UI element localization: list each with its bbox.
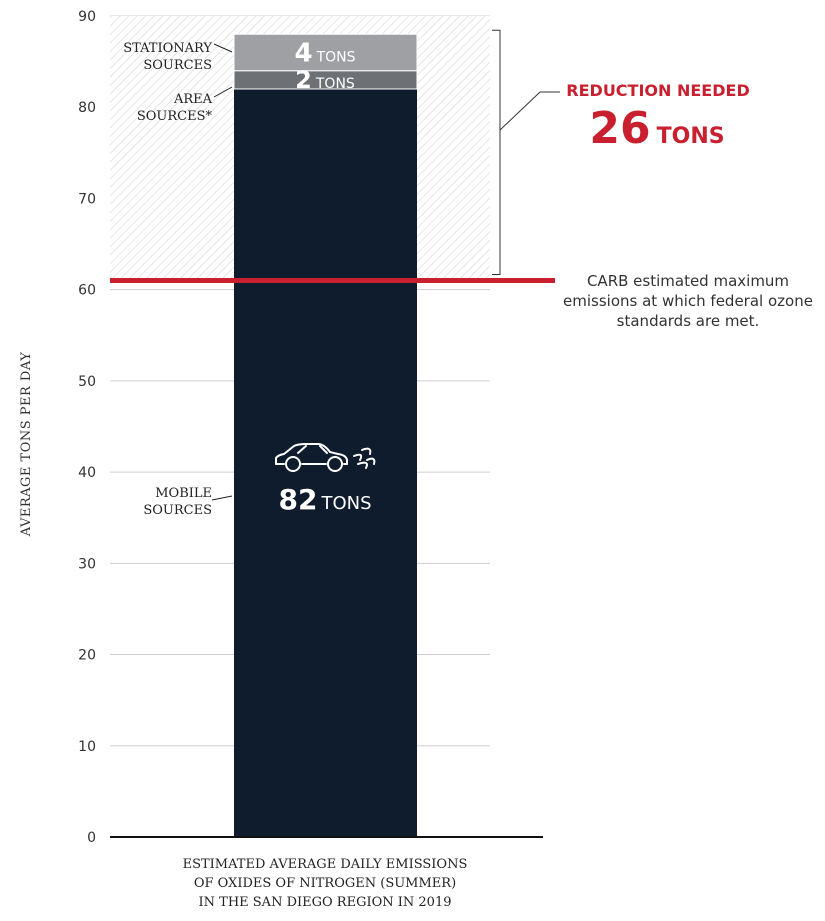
- y-axis-label: AVERAGE TONS PER DAY: [19, 352, 34, 538]
- source-label: STATIONARY: [123, 41, 212, 56]
- reduction-title: REDUCTION NEEDED: [566, 81, 749, 100]
- value-unit: TONS: [315, 76, 355, 92]
- x-axis-label: ESTIMATED AVERAGE DAILY EMISSIONS OF OXID…: [183, 857, 468, 910]
- y-tick-label: 10: [78, 739, 96, 755]
- y-tick-label: 70: [78, 191, 96, 207]
- y-tick-label: 40: [78, 465, 96, 481]
- car-window: [297, 445, 328, 454]
- y-tick-label: 60: [78, 283, 96, 299]
- value-unit: TONS: [320, 493, 371, 514]
- y-tick-label: 80: [78, 100, 96, 116]
- reduction-bracket: [492, 29, 501, 276]
- category-label-line: ESTIMATED AVERAGE DAILY EMISSIONS: [183, 857, 468, 872]
- leader-line: [211, 495, 233, 501]
- bar-segment: [233, 33, 418, 72]
- reduction-number: 26: [589, 103, 650, 154]
- source-label: AREA: [173, 92, 213, 107]
- category-label-line: OF OXIDES OF NITROGEN (SUMMER): [194, 876, 456, 891]
- source-label: SOURCES*: [137, 109, 213, 124]
- leader-line: [213, 86, 233, 98]
- stacked-bar: [233, 33, 418, 837]
- leader-line: [213, 43, 233, 53]
- source-labels: MOBILE SOURCES AREA SOURCES* STATIONARY SOURC…: [123, 41, 233, 518]
- category-label-line: IN THE SAN DIEGO REGION IN 2019: [199, 895, 452, 910]
- threshold-note: emissions at which federal ozone: [563, 292, 813, 310]
- value-number: 2: [295, 66, 312, 94]
- threshold-note: CARB estimated maximum: [587, 272, 789, 290]
- threshold-note: standards are met.: [617, 312, 760, 330]
- y-tick-label: 30: [78, 556, 96, 572]
- car-body: [275, 443, 348, 465]
- source-label: SOURCES: [143, 58, 212, 73]
- source-label: SOURCES: [143, 503, 212, 518]
- value-number: 4: [294, 38, 312, 68]
- bar-value-label: 2 TONS: [295, 66, 355, 94]
- bar-value-label: 4 TONS: [294, 38, 355, 68]
- value-unit: TONS: [316, 49, 356, 65]
- car-wheel: [285, 456, 301, 472]
- reduction-value: 26 TONS: [589, 103, 724, 154]
- y-tick-label: 0: [87, 830, 96, 846]
- y-tick-label: 50: [78, 374, 96, 390]
- reduction-unit: TONS: [657, 124, 725, 149]
- y-tick-label: 90: [78, 9, 96, 25]
- y-axis-ticks: 0 10 20 30 40 50 60 70 80 90: [78, 9, 96, 846]
- source-label: MOBILE: [155, 486, 212, 501]
- exhaust-puffs: [353, 447, 376, 469]
- bar-segment: [234, 88, 417, 837]
- bar-value-label: 82 TONS: [278, 483, 371, 516]
- reduction-leader: [499, 91, 560, 131]
- y-tick-label: 20: [78, 648, 96, 664]
- value-number: 82: [278, 483, 317, 516]
- car-emissions-icon: [275, 443, 376, 472]
- car-wheel: [327, 456, 343, 472]
